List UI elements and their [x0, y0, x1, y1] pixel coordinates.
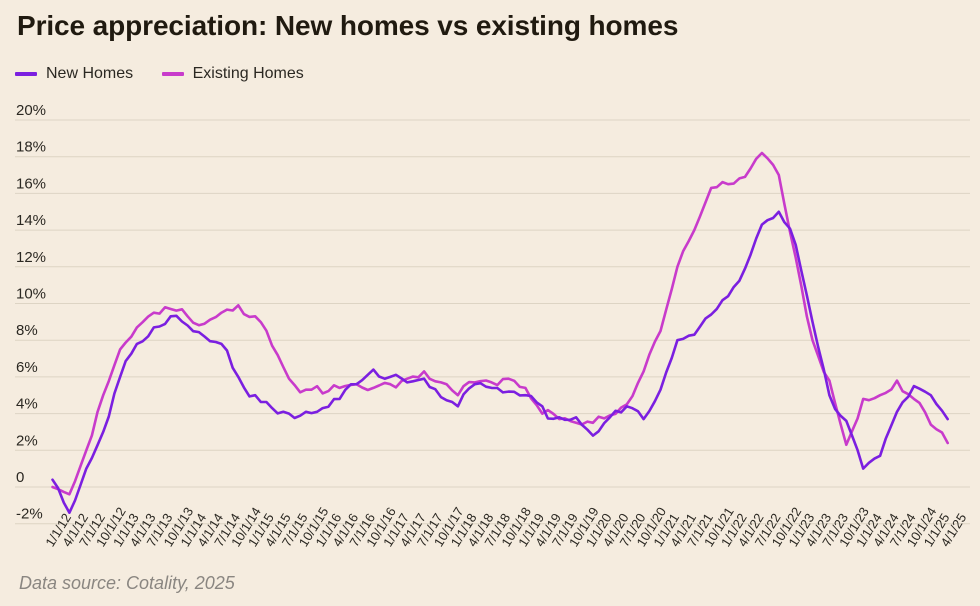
svg-text:6%: 6%	[16, 359, 38, 376]
svg-text:20%: 20%	[16, 102, 46, 119]
svg-text:2%: 2%	[16, 432, 38, 449]
svg-text:8%: 8%	[16, 322, 38, 339]
svg-text:12%: 12%	[16, 249, 46, 266]
svg-text:10%: 10%	[16, 286, 46, 303]
svg-text:-2%: -2%	[16, 506, 43, 523]
svg-text:0: 0	[16, 469, 24, 486]
svg-text:18%: 18%	[16, 139, 46, 156]
svg-text:14%: 14%	[16, 212, 46, 229]
svg-text:16%: 16%	[16, 175, 46, 192]
svg-text:4%: 4%	[16, 396, 38, 413]
